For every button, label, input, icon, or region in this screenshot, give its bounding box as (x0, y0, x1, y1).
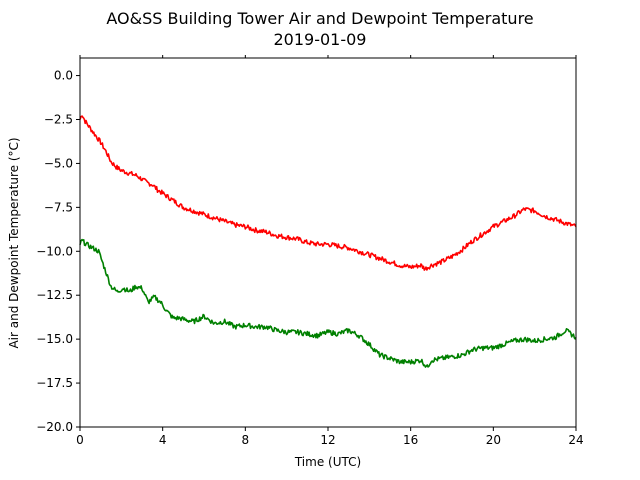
chart-title: AO&SS Building Tower Air and Dewpoint Te… (106, 9, 533, 28)
y-tick-label: −10.0 (36, 244, 73, 258)
series-line-1 (79, 115, 577, 271)
y-axis-label: Air and Dewpoint Temperature (°C) (7, 137, 21, 348)
y-tick-label: −7.5 (44, 200, 73, 214)
y-tick-label: 0.0 (54, 69, 73, 83)
plot-area: 0 4 8 12 16 20 24 0.0 −2.5 −5.0 −7.5 −10.0 −12.5 −15.… (36, 55, 584, 447)
y-tick-label: −15.0 (36, 332, 73, 346)
x-tick-label: 16 (403, 433, 418, 447)
chart-subtitle: 2019-01-09 (274, 30, 367, 49)
x-tick-label: 8 (242, 433, 250, 447)
series-line-2 (79, 238, 577, 368)
y-tick-label: −17.5 (36, 376, 73, 390)
x-tick-label: 12 (320, 433, 335, 447)
y-tick-label: −5.0 (44, 156, 73, 170)
x-tick-label: 0 (76, 433, 84, 447)
x-tick-label: 4 (159, 433, 167, 447)
x-tick-label: 20 (486, 433, 501, 447)
x-tick-label: 24 (568, 433, 583, 447)
axes-frame (79, 57, 577, 428)
y-tick-label: −12.5 (36, 288, 73, 302)
x-axis-label: Time (UTC) (294, 455, 361, 469)
y-tick-label: −2.5 (44, 113, 73, 127)
y-tick-label: −20.0 (36, 420, 73, 434)
